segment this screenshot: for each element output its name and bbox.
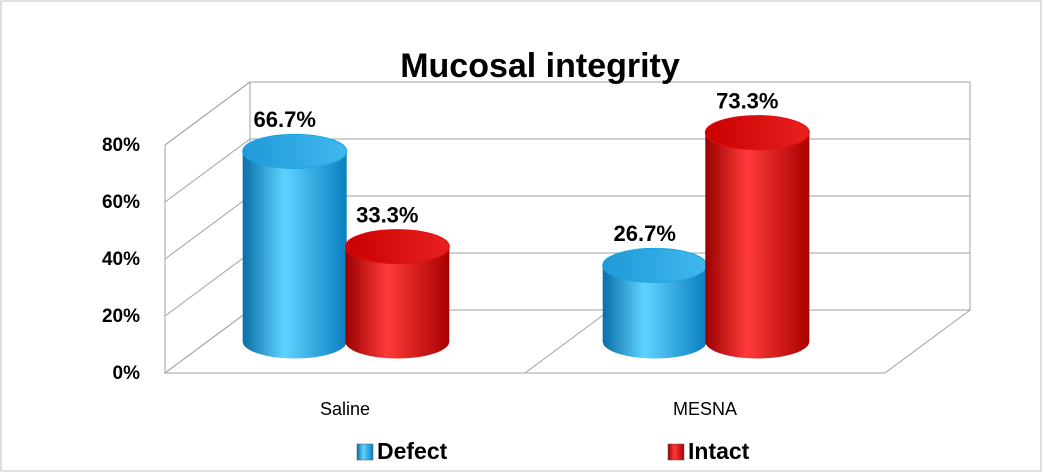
value-label: 33.3% [356,202,418,227]
y-tick-label: 20% [102,306,140,327]
x-tick-label: Saline [320,399,370,419]
value-label: 66.7% [254,107,316,132]
y-tick-label: 80% [102,135,140,156]
grid-line [164,81,970,146]
y-tick-label: 40% [102,249,140,270]
chart-title: Mucosal integrity [400,47,680,85]
cylinder-top [602,247,708,283]
cylinder [344,229,450,359]
legend-swatch [356,443,374,461]
legend-swatch [667,443,685,461]
plot-marks [242,115,810,359]
legend-label: Intact [688,438,750,464]
y-tick-label: 0% [113,363,141,384]
y-tick-label: 60% [102,192,140,213]
cylinder [602,247,708,359]
value-label: 73.3% [716,88,778,113]
cylinder-body [242,151,347,342]
cylinder [242,133,348,359]
x-tick-label: MESNA [673,399,737,419]
cylinder-top [242,133,348,169]
cylinder-top [704,115,810,151]
floor-divider [524,309,611,374]
cylinder-top [344,229,450,265]
value-label: 26.7% [614,221,676,246]
cylinder [704,115,810,359]
legend-label: Defect [377,438,448,464]
cylinder-body [705,132,810,342]
